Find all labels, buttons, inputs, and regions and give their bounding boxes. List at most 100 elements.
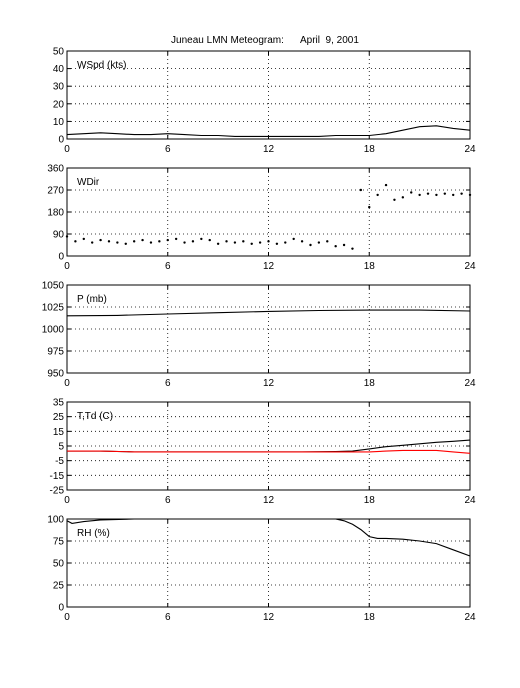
data-point (468, 193, 472, 197)
y-tick-label: 1025 (42, 303, 65, 314)
y-tick-label: 975 (47, 347, 64, 358)
data-point (166, 238, 169, 242)
data-point (107, 240, 111, 243)
data-point (275, 242, 279, 245)
data-point (132, 240, 136, 243)
y-tick-label: 30 (53, 82, 65, 93)
panel-rh: 0 25 50 75 100 0 6 12 18 24 RH (%) (47, 515, 476, 624)
data-point (284, 241, 287, 244)
x-tick-label: 24 (464, 495, 476, 506)
data-point (443, 192, 447, 195)
y-tick-label: 360 (47, 164, 64, 175)
panel-wspd: 0 10 20 30 40 50 0 6 12 18 24 WSpd (kts) (53, 47, 476, 156)
y-tick-label: 40 (53, 64, 65, 75)
data-point (309, 243, 312, 247)
series-line-0 (66, 125, 471, 137)
data-point (99, 238, 102, 242)
y-tick-label: 180 (47, 208, 64, 219)
x-tick-label: 12 (263, 495, 275, 506)
y-tick-label: -5 (55, 456, 64, 467)
panel-pressure: 950 975 1000 1025 1050 0 6 12 18 24 P (mb) (42, 281, 476, 390)
data-point (326, 240, 329, 243)
data-point (267, 240, 270, 243)
x-tick-label: 18 (364, 261, 376, 272)
data-point (384, 183, 388, 187)
x-tick-label: 24 (464, 144, 476, 155)
y-tick-label: 100 (47, 515, 64, 526)
data-point (460, 192, 463, 195)
y-tick-label: -25 (50, 486, 65, 497)
data-point (65, 235, 69, 238)
x-tick-label: 0 (64, 612, 70, 623)
data-point (233, 241, 237, 244)
x-tick-label: 0 (64, 144, 70, 155)
data-point (82, 237, 85, 241)
data-point (141, 238, 144, 242)
x-tick-label: 18 (364, 495, 376, 506)
x-tick-label: 18 (364, 144, 376, 155)
data-point (426, 192, 430, 195)
data-point (435, 193, 438, 197)
panel-label: WSpd (kts) (77, 60, 126, 71)
x-tick-label: 12 (263, 144, 275, 155)
data-point (393, 198, 396, 201)
y-tick-label: 0 (58, 252, 64, 263)
y-tick-label: -15 (50, 471, 65, 482)
y-tick-label: 25 (53, 581, 65, 592)
data-point (300, 240, 304, 243)
x-tick-label: 6 (165, 612, 171, 623)
y-tick-label: 1050 (42, 281, 65, 292)
y-tick-label: 0 (58, 603, 64, 614)
data-point (250, 242, 253, 245)
x-tick-label: 12 (263, 378, 275, 389)
chart-title: Juneau LMN Meteogram: April 9, 2001 (171, 35, 359, 46)
data-point (359, 188, 363, 192)
y-tick-label: 50 (53, 559, 65, 570)
y-tick-label: 35 (53, 398, 65, 409)
y-tick-label: 25 (53, 412, 65, 423)
data-point (342, 243, 346, 247)
data-point (90, 241, 94, 244)
panel-label: RH (%) (77, 528, 110, 539)
panel-label: P (mb) (77, 294, 107, 305)
data-point (116, 241, 119, 244)
data-point (149, 241, 153, 244)
x-tick-label: 24 (464, 612, 476, 623)
data-point (410, 191, 413, 194)
y-tick-label: 10 (53, 117, 65, 128)
data-point (452, 193, 455, 197)
series-line-0 (66, 518, 471, 557)
panel-wdir: 0 90 180 270 360 0 6 12 18 24 WDir (47, 164, 476, 273)
data-point (418, 193, 421, 197)
data-point (242, 240, 245, 243)
y-tick-label: 0 (58, 135, 64, 146)
y-tick-label: 50 (53, 47, 65, 58)
data-point (292, 237, 295, 241)
data-point (158, 240, 161, 243)
data-point (191, 240, 195, 243)
x-tick-label: 24 (464, 261, 476, 272)
data-point (74, 240, 77, 243)
y-tick-label: 270 (47, 186, 64, 197)
y-tick-label: 15 (53, 427, 65, 438)
data-point (124, 242, 127, 245)
data-point (368, 205, 371, 209)
y-tick-label: 20 (53, 99, 65, 110)
data-point (334, 245, 337, 248)
panel-label: WDir (77, 177, 100, 188)
x-tick-label: 18 (364, 612, 376, 623)
data-point (351, 247, 354, 250)
data-point (401, 196, 405, 199)
x-tick-label: 6 (165, 495, 171, 506)
x-tick-label: 18 (364, 378, 376, 389)
series-line-0 (66, 309, 471, 317)
data-point (317, 241, 321, 244)
x-tick-label: 12 (263, 261, 275, 272)
data-point (258, 241, 262, 244)
y-tick-label: 950 (47, 369, 64, 380)
x-tick-label: 24 (464, 378, 476, 389)
data-point (208, 238, 211, 242)
data-point (183, 241, 186, 244)
